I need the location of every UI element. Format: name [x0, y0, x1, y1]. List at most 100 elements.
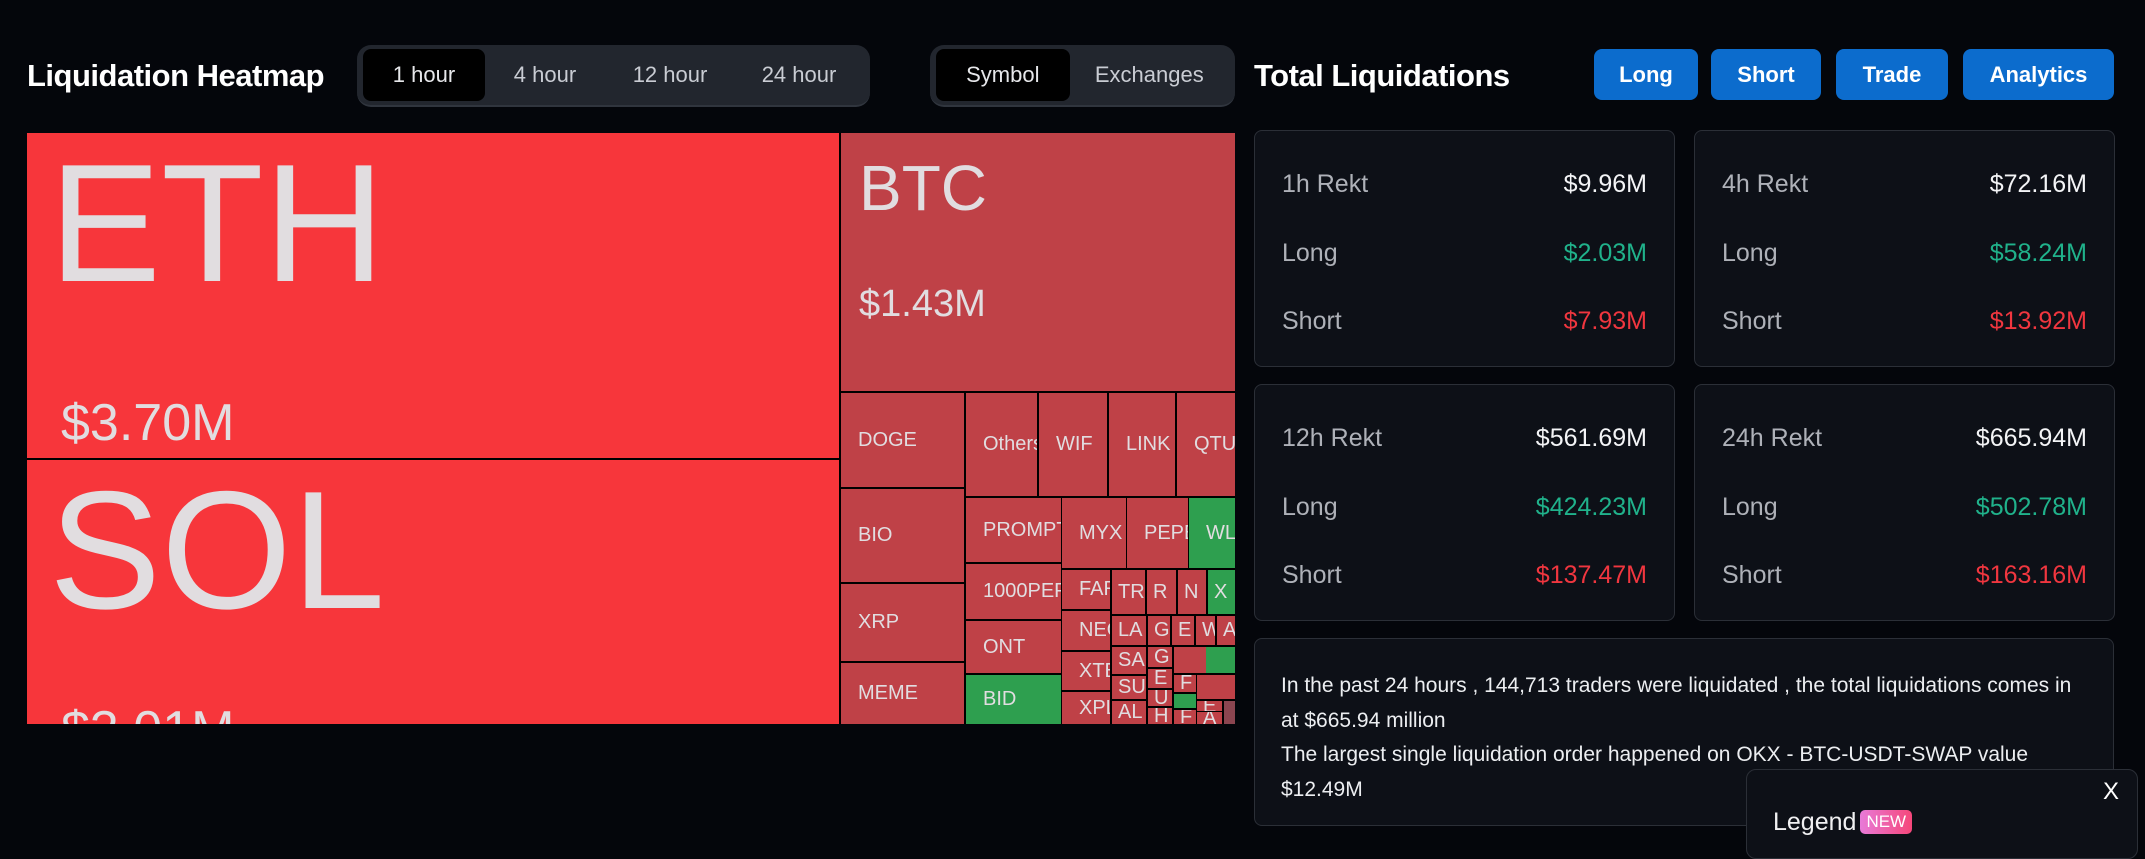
heatmap-tile-btc[interactable]: BTC $1.43M	[841, 133, 1235, 391]
heatmap-tile-wif[interactable]: WIF	[1039, 393, 1107, 496]
tile-symbol: X	[1214, 580, 1228, 603]
tab-exchanges[interactable]: Exchanges	[1094, 62, 1204, 87]
tile-symbol: N	[1184, 580, 1199, 603]
time-range-tabs: 1 hour 4 hour 12 hour 24 hour	[357, 45, 870, 107]
heatmap-tile-g[interactable]: G	[1148, 647, 1172, 667]
heatmap-tile-n[interactable]: N	[1178, 570, 1206, 614]
trade-button[interactable]: Trade	[1836, 49, 1948, 100]
tile-symbol: XPL	[1079, 696, 1110, 719]
heatmap-tile-1000pepe[interactable]: 1000PEPE	[966, 564, 1061, 619]
stat-value-total: $9.96M	[1563, 169, 1647, 198]
heatmap-tile-e[interactable]: E	[1197, 701, 1222, 711]
stat-row-short: Short $163.16M	[1722, 558, 2087, 592]
tile-symbol: A	[1203, 712, 1217, 724]
heatmap-tile-sa[interactable]: SA	[1112, 647, 1146, 674]
heatmap-tile-unlabeled[interactable]	[1206, 647, 1223, 673]
tile-symbol: SOL	[49, 460, 386, 644]
heatmap-tile-unlabeled[interactable]	[1222, 647, 1235, 673]
heatmap-tile-neo[interactable]: NEO	[1062, 611, 1110, 650]
heatmap-tile-unlabeled[interactable]	[1224, 675, 1235, 699]
tile-symbol: XRP	[858, 611, 900, 633]
tile-symbol: E	[1178, 619, 1192, 641]
heatmap-tile-wlfi[interactable]: WLFI	[1189, 498, 1235, 568]
stat-row-total: 1h Rekt $9.96M	[1282, 167, 1647, 201]
tile-symbol: DOGE	[858, 428, 917, 451]
stat-value-total: $561.69M	[1535, 423, 1647, 452]
new-badge: NEW	[1860, 810, 1913, 834]
heatmap-tile-sol[interactable]: SOL $3.01M	[27, 460, 839, 724]
heatmap-tile-la[interactable]: LA	[1112, 616, 1146, 645]
stat-label: Long	[1722, 238, 1778, 267]
heatmap-tile-unlabeled[interactable]	[1174, 647, 1191, 673]
heatmap-tile-bio[interactable]: BIO	[841, 489, 964, 582]
tile-symbol: G	[1154, 647, 1170, 667]
summary-line-2: The largest single liquidation order hap…	[1281, 743, 2029, 801]
heatmap-tile-x[interactable]: X	[1208, 570, 1235, 614]
heatmap-tile-link[interactable]: LINK	[1109, 393, 1175, 496]
heatmap-tile-others[interactable]: Others	[966, 393, 1037, 496]
heatmap-tile-f[interactable]: F	[1174, 675, 1196, 692]
heatmap-tile-xpl[interactable]: XPL	[1062, 692, 1110, 724]
heatmap-tile-qtum[interactable]: QTUM	[1177, 393, 1235, 496]
heatmap-tile-xter[interactable]: XTER	[1062, 652, 1110, 690]
tile-symbol: 1000PEPE	[983, 580, 1061, 602]
tab-12-hour[interactable]: 12 hour	[632, 62, 708, 87]
heatmap-tile-eth[interactable]: ETH $3.70M	[27, 133, 839, 458]
heatmap-tile-su[interactable]: SU	[1112, 676, 1146, 699]
heatmap-tile-unlabeled[interactable]	[1224, 701, 1235, 724]
heatmap-tile-a[interactable]: A	[1197, 712, 1222, 724]
close-icon[interactable]: X	[2102, 778, 2119, 805]
heatmap-tile-g[interactable]: G	[1148, 616, 1170, 645]
heatmap-tile-unlabeled[interactable]	[1211, 675, 1228, 699]
tile-symbol: H	[1154, 708, 1169, 724]
rekt-card-1h: 1h Rekt $9.96M Long $2.03M Short $7.93M	[1254, 130, 1675, 367]
heatmap-tile-far[interactable]: FAR	[1062, 570, 1110, 609]
tile-symbol: LINK	[1126, 433, 1171, 455]
heatmap-tile-prompt[interactable]: PROMPT	[966, 498, 1061, 562]
tile-value: $1.43M	[859, 283, 986, 325]
heatmap-tile-pepe[interactable]: PEPE	[1127, 498, 1188, 568]
heatmap-tile-e[interactable]: E	[1148, 669, 1172, 688]
stat-value-long: $502.78M	[1975, 492, 2087, 521]
tile-symbol: W	[1202, 619, 1215, 641]
heatmap-title: Liquidation Heatmap	[27, 58, 325, 93]
heatmap-tile-w[interactable]: W	[1196, 616, 1215, 645]
heatmap-tile-bid[interactable]: BID	[966, 675, 1061, 724]
heatmap-tile-r[interactable]: R	[1147, 570, 1176, 614]
heatmap-tile-unlabeled[interactable]	[1197, 675, 1214, 699]
heatmap-tile-tr[interactable]: TR	[1112, 570, 1145, 614]
heatmap-tile-f[interactable]: F	[1174, 710, 1196, 724]
heatmap-tile-al[interactable]: AL	[1112, 701, 1146, 724]
heatmap-tile-ont[interactable]: ONT	[966, 621, 1061, 673]
heatmap-tile-meme[interactable]: MEME	[841, 663, 964, 724]
heatmap-tile-unlabeled[interactable]	[1190, 647, 1207, 673]
heatmap-tile-myx[interactable]: MYX	[1062, 498, 1126, 568]
stat-value-short: $137.47M	[1535, 560, 1647, 589]
tab-4-hour[interactable]: 4 hour	[513, 62, 577, 87]
short-button[interactable]: Short	[1711, 49, 1821, 100]
tile-symbol: U	[1154, 690, 1169, 706]
heatmap-tile-a[interactable]: A	[1217, 616, 1235, 645]
tile-symbol: F	[1180, 710, 1193, 724]
tile-symbol: F	[1180, 675, 1193, 692]
stat-label: 24h Rekt	[1722, 423, 1823, 452]
tab-symbol[interactable]: Symbol	[936, 49, 1070, 101]
stat-label: 4h Rekt	[1722, 169, 1809, 198]
long-button[interactable]: Long	[1594, 49, 1698, 100]
heatmap-tile-e[interactable]: E	[1172, 616, 1194, 645]
analytics-button[interactable]: Analytics	[1963, 49, 2114, 100]
tile-value: $3.01M	[61, 700, 234, 724]
tile-symbol: TR	[1118, 580, 1145, 603]
stat-label: Short	[1722, 306, 1782, 335]
liquidation-heatmap: ETH $3.70M SOL $3.01M BTC $1.43M DOGE BIO XRP MEM…	[27, 133, 1235, 724]
tab-1-hour[interactable]: 1 hour	[363, 49, 485, 101]
tile-symbol: R	[1153, 580, 1168, 603]
legend-title: Legend	[1773, 808, 1857, 836]
heatmap-tile-unlabeled[interactable]	[1174, 694, 1196, 708]
heatmap-tile-xrp[interactable]: XRP	[841, 584, 964, 661]
tile-symbol: SU	[1118, 676, 1146, 698]
heatmap-tile-doge[interactable]: DOGE	[841, 393, 964, 487]
heatmap-tile-u[interactable]: U	[1148, 690, 1172, 706]
heatmap-tile-h[interactable]: H	[1148, 708, 1172, 724]
tab-24-hour[interactable]: 24 hour	[761, 62, 837, 87]
